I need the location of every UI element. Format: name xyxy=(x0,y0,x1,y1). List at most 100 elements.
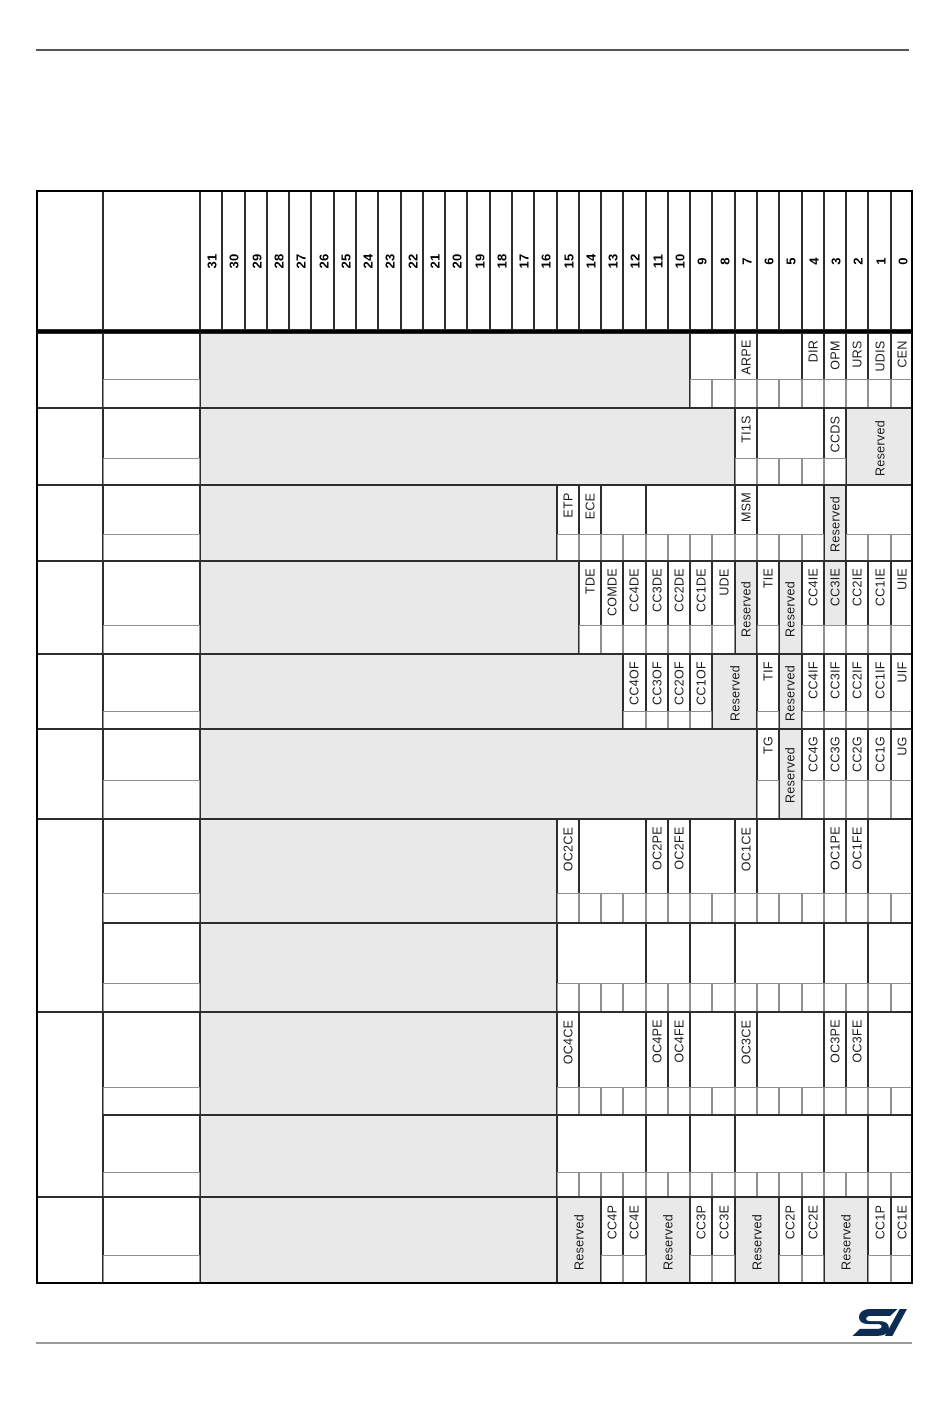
reset-cell xyxy=(712,1087,735,1115)
reset-cell xyxy=(623,893,646,923)
bit-field-cen: CEN xyxy=(890,333,913,379)
field-label: CC3E xyxy=(717,1204,732,1239)
bit-header-13: 13 xyxy=(601,190,624,330)
reset-cell xyxy=(868,625,891,654)
field-label: TIE xyxy=(761,567,776,589)
bit-field-cc2ie: CC2IE xyxy=(846,561,869,625)
field-label: CC1DE xyxy=(694,568,709,612)
reset-cell xyxy=(645,1087,668,1115)
bit-field-cc2if: CC2IF xyxy=(846,654,869,711)
reset-cell xyxy=(734,1087,758,1115)
bit-header-5: 5 xyxy=(779,190,802,330)
field-label: CC1P xyxy=(873,1204,888,1239)
reset-cell xyxy=(823,458,847,485)
bit-number-label: 14 xyxy=(583,253,599,269)
bit-field-cc4of: CC4OF xyxy=(623,654,646,711)
field-label: UIE xyxy=(895,568,910,590)
reset-cell xyxy=(823,983,847,1012)
unnamed-field xyxy=(868,923,913,983)
bit-field-oc1fe: OC1FE xyxy=(846,819,869,893)
field-label: CC4P xyxy=(605,1204,620,1239)
reset-cell xyxy=(734,983,758,1012)
reset-cell xyxy=(801,625,824,654)
bit-field-udis: UDIS xyxy=(868,333,891,379)
reset-cell xyxy=(757,379,780,408)
bit-number-label: 20 xyxy=(449,253,465,269)
row-divider xyxy=(36,560,913,562)
bit-field-tg: TG xyxy=(757,729,780,780)
register-reset-cell xyxy=(103,711,200,729)
field-label: TIF xyxy=(761,661,776,681)
reset-cell xyxy=(601,983,624,1012)
field-label: UDIS xyxy=(873,339,888,372)
bit-field-cc2g: CC2G xyxy=(846,729,869,780)
reset-cell xyxy=(757,625,780,654)
bit-field-comde: COMDE xyxy=(601,561,624,625)
reset-cell xyxy=(623,1087,646,1115)
bit-header-24: 24 xyxy=(355,190,379,330)
unnamed-field xyxy=(868,1012,913,1087)
bit-field-oc4fe: OC4FE xyxy=(667,1012,691,1087)
reserved-region xyxy=(200,654,624,729)
reset-cell xyxy=(690,893,713,923)
reset-cell xyxy=(890,625,913,654)
reset-cell xyxy=(823,1172,847,1197)
reset-cell xyxy=(846,893,869,923)
field-label: TG xyxy=(761,736,776,754)
field-label: CC2G xyxy=(850,736,865,772)
reset-cell xyxy=(801,1087,824,1115)
top-rule xyxy=(36,49,909,51)
bit-number-label: 8 xyxy=(717,257,733,265)
bit-header-27: 27 xyxy=(289,190,312,330)
field-label: Reserved xyxy=(873,419,888,476)
bit-field-cc1e: CC1E xyxy=(890,1197,913,1255)
bit-field-cc3p: CC3P xyxy=(690,1197,713,1255)
field-label: OC4CE xyxy=(561,1019,576,1064)
reserved-region xyxy=(200,729,758,819)
bit-field-cc4if: CC4IF xyxy=(801,654,824,711)
reset-cell xyxy=(757,983,780,1012)
reset-cell xyxy=(890,379,913,408)
bit-header-16: 16 xyxy=(534,190,557,330)
field-label: CC3IE xyxy=(828,567,843,607)
field-label: TDE xyxy=(583,568,598,594)
reset-cell xyxy=(779,458,802,485)
bit-field-cc1g: CC1G xyxy=(868,729,891,780)
bit-field-cc2de: CC2DE xyxy=(667,561,691,625)
bit-number-label: 7 xyxy=(739,257,755,265)
offset-cell xyxy=(36,654,103,729)
field-label: CC2IF xyxy=(850,661,865,699)
bit-field-oc4pe: OC4PE xyxy=(645,1012,668,1087)
bit-number-label: 21 xyxy=(427,253,443,269)
field-label: OC3PE xyxy=(828,1019,843,1063)
bit-field-cc1p: CC1P xyxy=(868,1197,891,1255)
reset-cell xyxy=(846,780,869,819)
unnamed-field xyxy=(556,923,646,983)
register-name-cell xyxy=(103,654,200,711)
reserved-region xyxy=(200,408,735,485)
reset-cell xyxy=(890,893,913,923)
bit-field-oc2fe: OC2FE xyxy=(667,819,691,893)
bit-number-label: 31 xyxy=(204,253,220,269)
reset-cell xyxy=(801,711,824,729)
offset-cell xyxy=(36,729,103,819)
header-register-cell xyxy=(103,190,200,330)
bit-field-cc3ie: CC3IE xyxy=(823,561,847,625)
reset-cell xyxy=(690,625,713,654)
bit-field-cc3de: CC3DE xyxy=(645,561,668,625)
reserved-region xyxy=(200,485,557,561)
reset-cell xyxy=(734,458,758,485)
field-label: CC2DE xyxy=(672,568,687,612)
bit-field-cc1if: CC1IF xyxy=(868,654,891,711)
reset-cell xyxy=(578,893,602,923)
reset-cell xyxy=(801,780,824,819)
field-label: CC2P xyxy=(783,1204,798,1239)
register-reset-cell xyxy=(103,780,200,819)
reset-cell xyxy=(712,379,735,408)
bit-field-cc1of: CC1OF xyxy=(690,654,713,711)
register-reset-cell xyxy=(103,625,200,654)
reset-cell xyxy=(690,534,713,561)
bit-field-ccds: CCDS xyxy=(823,408,847,458)
reset-cell xyxy=(578,983,602,1012)
field-label: Reserved xyxy=(572,1213,587,1270)
